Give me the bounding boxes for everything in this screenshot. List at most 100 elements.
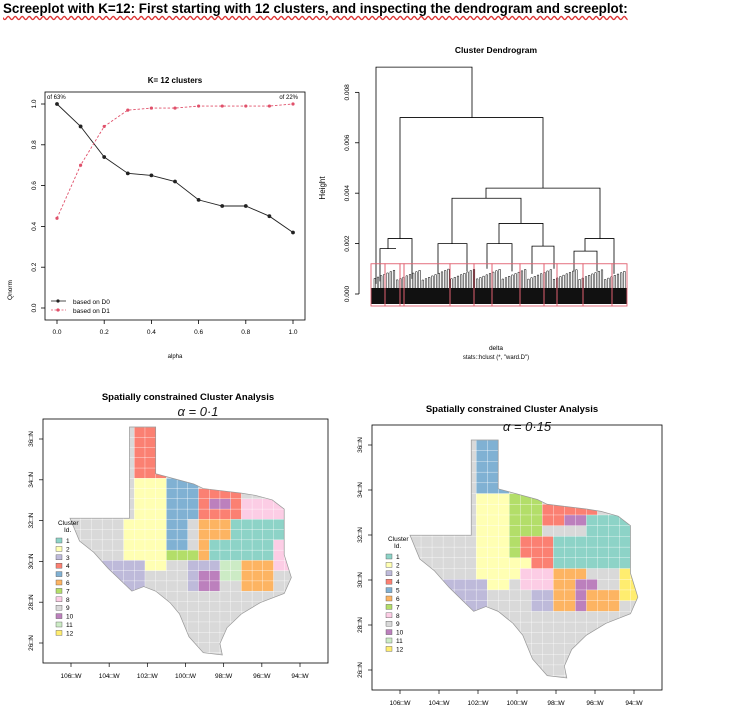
data-point bbox=[149, 106, 153, 110]
county-cell bbox=[442, 654, 455, 666]
county-cell bbox=[410, 440, 422, 452]
legend-swatch bbox=[385, 595, 393, 602]
scree-legend: based on D0 based on D1 bbox=[51, 299, 110, 315]
y-tick-label: 28□N bbox=[357, 617, 364, 633]
legend-swatch bbox=[385, 612, 393, 619]
county-cell bbox=[498, 514, 510, 527]
dendro-leaf bbox=[466, 271, 469, 288]
county-cell bbox=[123, 621, 135, 633]
county-cell bbox=[155, 611, 167, 623]
county-cell bbox=[608, 440, 620, 452]
county-cell bbox=[619, 643, 631, 655]
county-cell bbox=[112, 447, 125, 459]
county-cell bbox=[80, 570, 92, 582]
county-cell bbox=[198, 549, 210, 561]
county-cell bbox=[498, 632, 510, 644]
data-point bbox=[55, 102, 59, 106]
county-cell bbox=[295, 509, 306, 520]
county-cell bbox=[542, 525, 554, 537]
county-cell bbox=[520, 514, 532, 527]
dendro-leaf bbox=[485, 274, 488, 288]
county-cell bbox=[498, 664, 510, 677]
county-cell bbox=[410, 482, 422, 495]
county-cell bbox=[198, 621, 210, 633]
dendro-link bbox=[486, 243, 513, 272]
county-cell bbox=[241, 642, 253, 654]
county-cell bbox=[155, 508, 167, 520]
county-cell bbox=[410, 557, 422, 569]
county-cell bbox=[509, 493, 521, 505]
county-cell bbox=[155, 478, 167, 490]
county-cell bbox=[553, 568, 565, 580]
county-cell bbox=[531, 450, 543, 462]
county-cell bbox=[295, 550, 306, 561]
county-cell bbox=[91, 498, 103, 510]
county-cell bbox=[273, 621, 285, 633]
county-cell bbox=[464, 504, 477, 516]
dendro-leaf bbox=[380, 275, 383, 288]
y-tick-label: 0.6 bbox=[31, 181, 38, 190]
county-cell bbox=[144, 427, 157, 438]
county-cell bbox=[475, 579, 488, 591]
county-cell bbox=[123, 437, 135, 448]
county-cell bbox=[520, 471, 532, 484]
county-cell bbox=[520, 450, 532, 462]
county-cell bbox=[166, 549, 178, 561]
county-cell bbox=[230, 478, 242, 490]
county-cell bbox=[70, 427, 82, 438]
county-cell bbox=[431, 557, 444, 569]
county-cell bbox=[453, 611, 466, 623]
x-tick-label: 0.8 bbox=[241, 329, 250, 336]
county-cell bbox=[306, 601, 317, 612]
county-cell bbox=[219, 570, 232, 582]
county-cell bbox=[219, 560, 232, 572]
legend-label: 6 bbox=[66, 580, 70, 587]
county-cell bbox=[123, 498, 135, 510]
county-cell bbox=[230, 427, 242, 438]
county-cell bbox=[306, 468, 317, 479]
legend-label: 6 bbox=[396, 596, 400, 603]
county-cell bbox=[176, 580, 189, 592]
county-cell bbox=[80, 642, 92, 654]
county-cell bbox=[273, 560, 285, 572]
county-cell bbox=[509, 557, 521, 569]
county-cell bbox=[431, 461, 444, 473]
county-cell bbox=[198, 498, 210, 510]
county-cell bbox=[564, 557, 576, 569]
county-cell bbox=[619, 611, 631, 623]
county-cell bbox=[464, 643, 477, 655]
legend-swatch bbox=[55, 537, 63, 544]
county-cell bbox=[273, 549, 285, 561]
county-cell bbox=[198, 652, 210, 655]
county-cell bbox=[509, 600, 521, 612]
county-cell bbox=[123, 590, 135, 602]
county-cell bbox=[273, 642, 285, 654]
county-cell bbox=[241, 652, 253, 655]
county-cell bbox=[166, 519, 178, 531]
county-cell bbox=[112, 580, 125, 592]
dendro-leaf bbox=[530, 277, 533, 288]
dendro-leaf bbox=[412, 272, 415, 288]
county-cell bbox=[284, 642, 292, 654]
legend-swatch bbox=[55, 604, 63, 611]
county-cell bbox=[453, 643, 466, 655]
county-cell bbox=[608, 450, 620, 462]
county-cell bbox=[176, 539, 189, 551]
dendro-sublabel: stats::hclust (*, "ward.D") bbox=[463, 355, 529, 361]
map1-annotation: α = 0·1 bbox=[177, 404, 218, 419]
legend-title: Id. bbox=[394, 543, 401, 550]
county-cell bbox=[306, 519, 317, 530]
county-cell bbox=[262, 437, 274, 448]
county-cell bbox=[487, 611, 499, 623]
county-cell bbox=[166, 590, 178, 602]
dendro-leaf bbox=[460, 274, 463, 288]
legend-label: 7 bbox=[66, 588, 70, 595]
county-cell bbox=[262, 529, 274, 541]
county-cell bbox=[420, 493, 433, 505]
county-cell bbox=[251, 427, 264, 438]
data-point bbox=[220, 104, 224, 108]
county-cell bbox=[219, 580, 232, 592]
county-cell bbox=[542, 632, 554, 644]
county-cell bbox=[284, 590, 292, 602]
